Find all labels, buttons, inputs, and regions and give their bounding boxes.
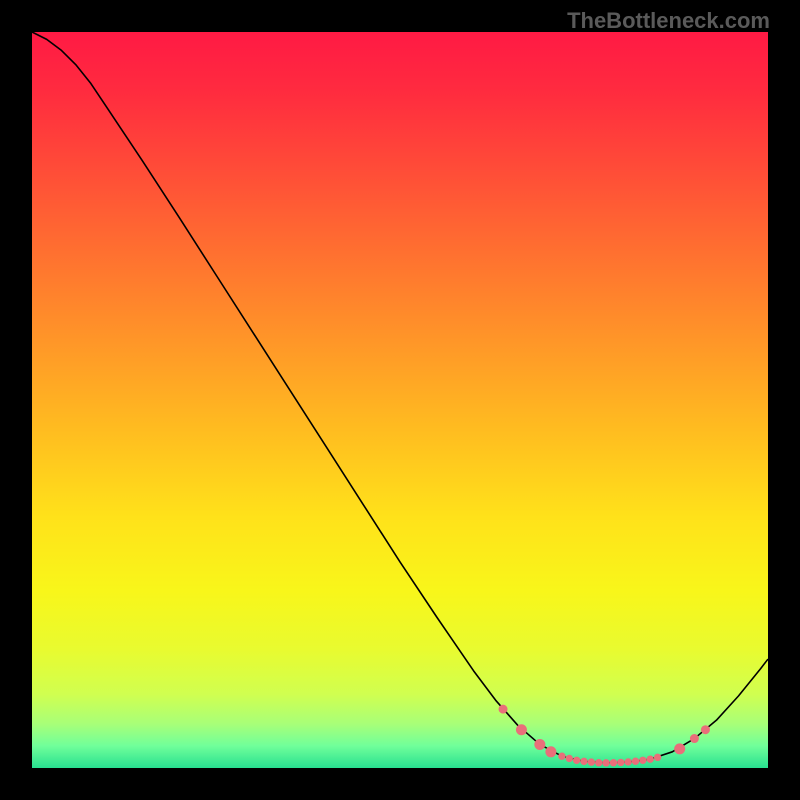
curve-marker — [640, 757, 646, 763]
bottleneck-chart — [0, 0, 800, 800]
curve-marker — [566, 755, 572, 761]
curve-marker — [647, 756, 653, 762]
curve-marker — [675, 744, 685, 754]
chart-container: TheBottleneck.com — [0, 0, 800, 800]
curve-marker — [654, 754, 660, 760]
curve-marker — [596, 760, 602, 766]
watermark-text: TheBottleneck.com — [567, 8, 770, 34]
curve-marker — [690, 735, 698, 743]
curve-marker — [701, 726, 709, 734]
curve-marker — [516, 725, 526, 735]
curve-marker — [581, 758, 587, 764]
curve-marker — [573, 757, 579, 763]
curve-marker — [603, 760, 609, 766]
plot-background — [32, 32, 768, 768]
curve-marker — [535, 739, 545, 749]
curve-marker — [588, 759, 594, 765]
curve-marker — [625, 759, 631, 765]
curve-marker — [499, 705, 507, 713]
curve-marker — [546, 747, 556, 757]
curve-marker — [559, 753, 565, 759]
curve-marker — [618, 759, 624, 765]
curve-marker — [632, 758, 638, 764]
curve-marker — [610, 760, 616, 766]
